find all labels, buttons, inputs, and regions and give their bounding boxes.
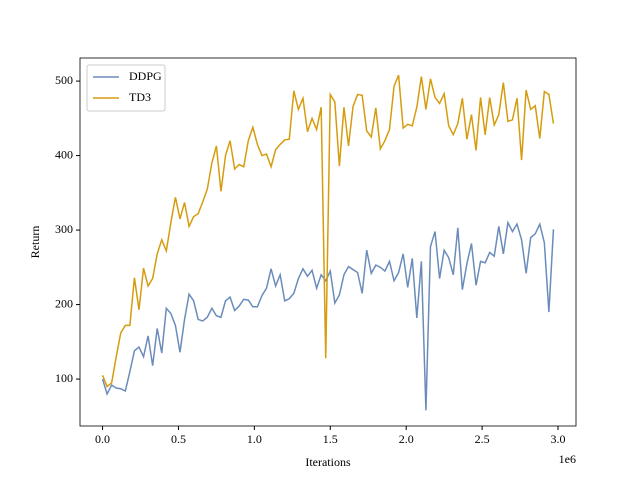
- x-tick-label: 1.0: [247, 432, 262, 446]
- y-tick-label: 500: [55, 73, 73, 87]
- y-axis-label: Return: [28, 226, 42, 259]
- y-tick-label: 100: [55, 371, 73, 385]
- x-tick-label: 1.5: [323, 432, 338, 446]
- data-line: [101, 220, 555, 411]
- x-tick-label: 3.0: [551, 432, 566, 446]
- x-tick-label: 0.5: [171, 432, 186, 446]
- plot-frame: [79, 57, 577, 427]
- y-tick-label: 300: [55, 222, 73, 236]
- x-tick-label: 2.0: [399, 432, 414, 446]
- y-tick-label: 200: [55, 296, 73, 310]
- x-tick-label: 0.0: [95, 432, 110, 446]
- data-line: [101, 74, 555, 388]
- y-tick-label: 400: [55, 147, 73, 161]
- x-offset-label: 1e6: [559, 452, 576, 466]
- x-tick-label: 2.5: [475, 432, 490, 446]
- x-axis-label: Iterations: [305, 455, 351, 469]
- legend-label: TD3: [129, 90, 151, 104]
- legend-label: DDPG: [129, 69, 162, 83]
